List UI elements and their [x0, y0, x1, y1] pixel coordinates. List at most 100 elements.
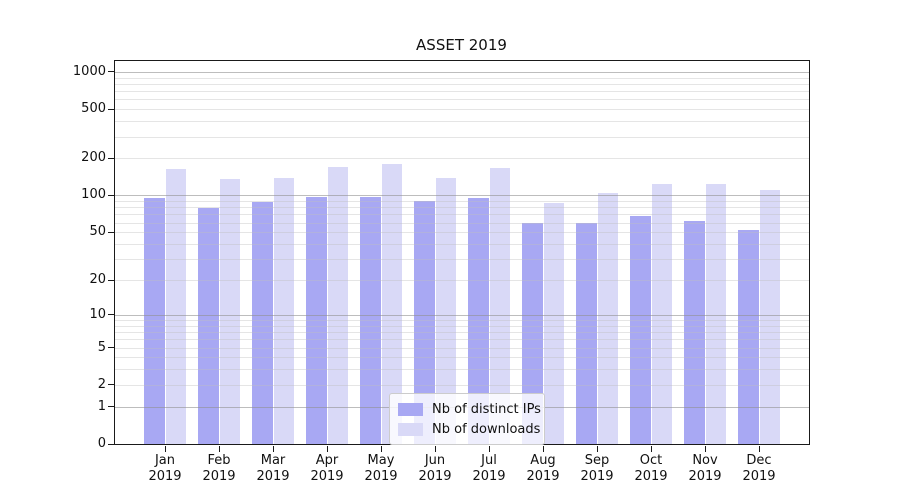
x-tick-label: Jul 2019 — [459, 453, 519, 485]
major-gridline — [114, 314, 809, 316]
legend-item-distinct-ips: Nb of distinct IPs — [398, 399, 541, 419]
y-tick-label: 100 — [81, 187, 106, 203]
x-tick-mark — [488, 445, 490, 452]
x-tick-label: Sep 2019 — [567, 453, 627, 485]
x-tick-month: Feb — [207, 453, 231, 468]
minor-gridline — [114, 136, 809, 138]
x-tick-year: 2019 — [256, 469, 290, 484]
minor-gridline — [114, 357, 809, 359]
legend: Nb of distinct IPs Nb of downloads — [389, 393, 545, 445]
x-tick-year: 2019 — [364, 469, 398, 484]
x-tick-mark — [380, 445, 382, 452]
x-tick-month: Dec — [746, 453, 772, 468]
y-tick-mark — [107, 194, 114, 196]
x-tick-mark — [218, 445, 220, 452]
minor-gridline — [114, 325, 809, 327]
y-tick-label: 2 — [97, 376, 106, 392]
minor-gridline — [114, 83, 809, 85]
minor-gridline — [114, 384, 809, 386]
minor-gridline — [114, 259, 809, 261]
x-tick-mark — [434, 445, 436, 452]
y-tick-mark — [107, 231, 114, 233]
minor-gridline — [114, 244, 809, 245]
bar-downloads-jun — [435, 178, 456, 444]
minor-gridline — [114, 320, 809, 321]
minor-gridline — [114, 207, 809, 209]
bar-distinct-ips-dec — [738, 230, 759, 444]
x-tick-month: Jul — [481, 453, 497, 468]
bar-distinct-ips-aug — [522, 222, 543, 444]
y-tick-mark — [107, 279, 114, 281]
x-tick-month: Nov — [692, 453, 718, 468]
bar-downloads-aug — [543, 202, 564, 444]
bar-distinct-ips-may — [360, 197, 381, 444]
y-tick-mark — [107, 314, 114, 316]
legend-swatch-downloads — [398, 422, 423, 436]
minor-gridline — [114, 99, 809, 101]
bar-downloads-mar — [273, 178, 294, 444]
y-tick-label: 1 — [97, 398, 106, 414]
bar-downloads-sep — [597, 192, 618, 444]
minor-gridline — [114, 77, 809, 79]
y-tick-mark — [107, 384, 114, 386]
legend-swatch-distinct-ips — [398, 402, 423, 416]
x-tick-mark — [326, 445, 328, 452]
bar-downloads-dec — [759, 189, 780, 444]
y-tick-label: 20 — [89, 272, 106, 288]
minor-gridline — [114, 109, 809, 111]
y-tick-label: 0 — [97, 436, 106, 451]
x-tick-year: 2019 — [472, 469, 506, 484]
x-tick-label: May 2019 — [351, 453, 411, 485]
x-tick-year: 2019 — [418, 469, 452, 484]
x-tick-mark — [596, 445, 598, 452]
minor-gridline — [114, 232, 809, 234]
bar-downloads-jul — [489, 168, 510, 444]
major-gridline — [114, 71, 809, 73]
minor-gridline — [114, 201, 809, 203]
x-tick-year: 2019 — [580, 469, 614, 484]
x-tick-mark — [164, 445, 166, 452]
y-tick-mark — [107, 157, 114, 159]
y-tick-mark — [107, 71, 114, 73]
x-tick-label: Aug 2019 — [513, 453, 573, 485]
x-tick-month: May — [367, 453, 395, 468]
y-tick-label: 50 — [89, 224, 106, 240]
x-tick-label: Nov 2019 — [675, 453, 735, 485]
bar-distinct-ips-sep — [576, 222, 597, 444]
minor-gridline — [114, 121, 809, 123]
bar-downloads-apr — [327, 167, 348, 444]
y-tick-mark — [107, 347, 114, 348]
x-tick-label: Jan 2019 — [135, 453, 195, 485]
x-tick-month: Apr — [315, 453, 339, 468]
x-tick-year: 2019 — [310, 469, 344, 484]
y-tick-label: 1000 — [72, 63, 106, 79]
minor-gridline — [114, 158, 809, 160]
x-tick-label: Mar 2019 — [243, 453, 303, 485]
minor-gridline — [114, 339, 809, 341]
x-tick-year: 2019 — [148, 469, 182, 484]
x-tick-mark — [650, 445, 652, 452]
x-tick-year: 2019 — [742, 469, 776, 484]
bar-downloads-jan — [165, 168, 186, 444]
x-tick-year: 2019 — [634, 469, 668, 484]
y-tick-mark — [107, 108, 114, 110]
legend-item-downloads: Nb of downloads — [398, 419, 540, 439]
x-tick-month: Sep — [584, 453, 610, 468]
bar-distinct-ips-jul — [468, 198, 489, 444]
x-tick-year: 2019 — [202, 469, 236, 484]
bar-distinct-ips-nov — [684, 220, 705, 444]
legend-label-downloads: Nb of downloads — [432, 421, 541, 437]
bar-downloads-nov — [705, 183, 726, 444]
x-tick-label: Jun 2019 — [405, 453, 465, 485]
bar-downloads-may — [381, 164, 402, 444]
major-gridline — [114, 195, 809, 197]
y-tick-label: 500 — [81, 101, 106, 117]
bar-distinct-ips-feb — [198, 208, 219, 444]
bar-distinct-ips-jan — [144, 197, 165, 444]
minor-gridline — [114, 214, 809, 216]
x-tick-mark — [542, 445, 544, 452]
minor-gridline — [114, 91, 809, 93]
